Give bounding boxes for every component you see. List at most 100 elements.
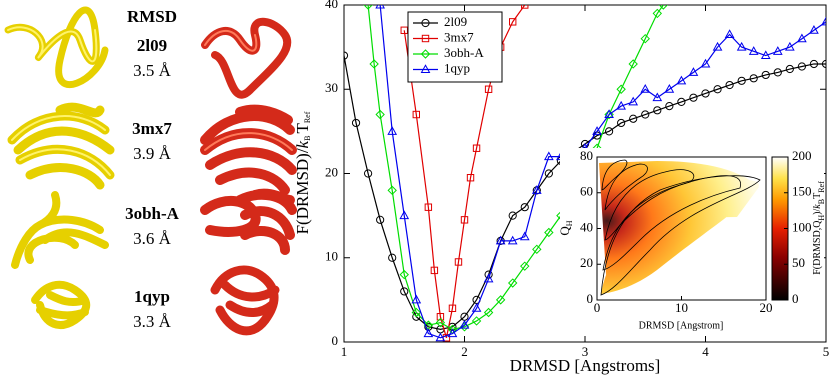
data-point bbox=[544, 227, 554, 238]
data-point bbox=[653, 106, 662, 115]
rmsd-value: 3.5 Å bbox=[133, 61, 172, 80]
data-point bbox=[544, 151, 554, 161]
x-tick-label: 2 bbox=[461, 344, 468, 359]
colorbar-label-part: Ref bbox=[817, 181, 826, 193]
data-point bbox=[399, 210, 410, 220]
data-point bbox=[459, 319, 470, 329]
data-point bbox=[484, 85, 493, 93]
main-chart: DRMSD [Angstroms] F(DRMSD)/kBTRef bbox=[293, 111, 660, 375]
data-point bbox=[399, 269, 409, 280]
rmsd-value: 3.9 Å bbox=[133, 144, 172, 163]
y-tick-label: 0 bbox=[332, 333, 339, 348]
protein-name: 2l09 bbox=[137, 36, 167, 55]
data-point bbox=[519, 231, 530, 241]
inset-y-tick-label: 60 bbox=[580, 184, 593, 199]
data-point bbox=[507, 235, 518, 245]
data-point bbox=[652, 8, 663, 19]
data-point bbox=[471, 303, 482, 312]
data-point bbox=[761, 70, 770, 80]
legend-label: 3obh-A bbox=[444, 45, 484, 60]
data-point bbox=[628, 59, 638, 69]
y-tick-label: 20 bbox=[325, 164, 338, 179]
data-point bbox=[700, 58, 711, 68]
colorbar-label-part: H bbox=[817, 215, 826, 221]
data-point bbox=[773, 68, 782, 77]
data-point bbox=[785, 64, 794, 74]
colorbar-label: F(DRMSD,QH)/kBTRef bbox=[812, 181, 826, 275]
data-point bbox=[520, 261, 530, 271]
data-point bbox=[508, 211, 517, 220]
data-point bbox=[785, 41, 795, 51]
data-point bbox=[411, 294, 422, 304]
x-tick-label: 4 bbox=[702, 344, 709, 359]
data-point bbox=[521, 5, 529, 9]
y-tick-label: 30 bbox=[325, 80, 338, 95]
contour-line bbox=[604, 169, 695, 241]
inset-y-tick-label: 20 bbox=[580, 255, 593, 270]
data-point bbox=[376, 215, 385, 224]
data-point bbox=[495, 235, 506, 245]
y-axis-label: F(DRMSD)/kBTRef bbox=[293, 111, 312, 234]
colorbar-tick-label: 100 bbox=[792, 219, 812, 234]
data-point bbox=[448, 304, 457, 313]
y-label-part: k bbox=[293, 140, 312, 148]
data-point bbox=[411, 307, 422, 318]
data-point bbox=[689, 93, 698, 102]
inset-chart: DRMSD [Angstrom] QH F(DRMSD,QH)/kBTRef bbox=[557, 181, 826, 331]
y-tick-label: 10 bbox=[325, 249, 338, 264]
x-tick-label: 5 bbox=[823, 344, 830, 359]
data-point bbox=[713, 85, 722, 94]
data-point bbox=[483, 273, 494, 283]
y-tick-label: 40 bbox=[325, 0, 338, 11]
y-label-part: Ref bbox=[303, 111, 312, 123]
data-point bbox=[712, 41, 723, 51]
data-point bbox=[797, 33, 807, 43]
data-point bbox=[435, 332, 446, 342]
data-point bbox=[616, 100, 626, 110]
data-point bbox=[760, 50, 771, 60]
data-point bbox=[772, 46, 783, 55]
data-point bbox=[544, 169, 553, 178]
colorbar-label-part: B bbox=[817, 199, 826, 204]
data-point bbox=[483, 307, 494, 318]
legend-label: 2l09 bbox=[444, 14, 467, 29]
inset-y-tick-label: 80 bbox=[580, 148, 593, 163]
data-point bbox=[412, 110, 421, 119]
contour-line bbox=[601, 159, 628, 191]
data-point bbox=[424, 203, 433, 211]
legend-label: 1qyp bbox=[444, 60, 470, 75]
inset-x-axis-label: DRMSD [Angstrom] bbox=[639, 320, 724, 331]
data-point bbox=[821, 59, 826, 69]
rmsd-value: 3.6 Å bbox=[133, 229, 172, 248]
rmsd-value: 3.3 Å bbox=[133, 312, 172, 331]
data-point bbox=[724, 29, 735, 38]
x-tick-label: 3 bbox=[582, 344, 589, 359]
data-point bbox=[344, 51, 349, 60]
colorbar-tick-label: 200 bbox=[792, 148, 812, 163]
data-point bbox=[387, 126, 398, 135]
colorbar-label-part: k bbox=[812, 204, 823, 209]
data-point bbox=[665, 102, 674, 111]
data-point bbox=[507, 278, 518, 288]
colorbar-label-part: )/ bbox=[812, 208, 823, 214]
data-point bbox=[605, 127, 614, 136]
colorbar-tick-label: 150 bbox=[792, 184, 812, 199]
x-tick-label: 1 bbox=[341, 344, 348, 359]
colorbar-label-part: F(DRMSD,Q bbox=[812, 220, 823, 275]
panel-title: RMSD bbox=[127, 7, 177, 26]
legend-marker bbox=[420, 49, 431, 59]
data-point bbox=[640, 33, 650, 44]
data-point bbox=[435, 317, 446, 328]
inset-x-tick-label: 20 bbox=[760, 300, 773, 315]
inset-y-label-part: H bbox=[565, 220, 574, 226]
data-point bbox=[725, 80, 734, 90]
inset-y-tick-label: 0 bbox=[587, 291, 594, 306]
data-point bbox=[388, 253, 397, 262]
legend-marker bbox=[421, 34, 430, 43]
data-point bbox=[664, 84, 675, 93]
data-point bbox=[604, 109, 614, 119]
data-point bbox=[436, 313, 445, 321]
data-point bbox=[454, 258, 463, 266]
inset-y-tick-label: 40 bbox=[580, 219, 593, 234]
